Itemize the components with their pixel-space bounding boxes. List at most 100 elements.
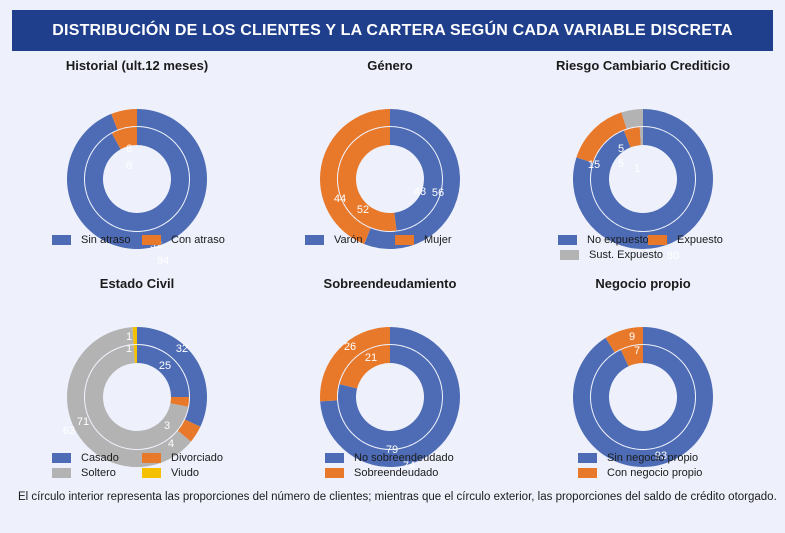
footnote: El círculo interior representa las propo…: [18, 491, 777, 503]
outer-data-label: 91: [657, 467, 669, 479]
outer-data-label: 6: [126, 143, 132, 155]
outer-data-label: 4: [168, 438, 174, 450]
chart-panel: Negocio propio 93 7 91 9 Sin negocio propio Co…: [518, 276, 768, 496]
donut-chart: 25 3 71 1 32 4 63 1: [63, 327, 207, 467]
inner-ring-slice: [170, 397, 189, 407]
chart-title: Riesgo Cambiario Crediticio: [555, 58, 731, 73]
legend-swatch: [578, 468, 597, 478]
legend-label: Sobreendeudado: [354, 467, 439, 479]
legend-swatch: [52, 235, 71, 245]
legend-label: Con atraso: [171, 234, 225, 246]
legend-item: Soltero: [52, 467, 116, 479]
outer-data-label: 80: [667, 250, 679, 262]
inner-ring-slice: [111, 127, 137, 150]
inner-data-label: 71: [77, 416, 89, 428]
donut-chart: 945180155: [573, 109, 713, 262]
legend-item: No sobreendeudado: [325, 452, 454, 464]
chart-title: Género: [367, 58, 413, 73]
chart-main-title: DISTRIBUCIÓN DE LOS CLIENTES Y LA CARTER…: [12, 10, 773, 51]
legend-label: Expuesto: [677, 234, 723, 246]
inner-ring-slice: [639, 127, 643, 146]
chart-title: Negocio propio: [595, 276, 691, 291]
legend-item: Sobreendeudado: [325, 467, 438, 479]
legend-item: No expuesto: [558, 234, 649, 246]
ring-separator: [590, 344, 696, 450]
legend-swatch: [52, 468, 71, 478]
outer-ring-slice: [364, 109, 460, 249]
outer-ring-slice: [605, 327, 643, 353]
legend-label: No expuesto: [587, 234, 649, 246]
donut-chart: 48 52 56 44: [320, 109, 460, 249]
outer-ring-slice: [320, 327, 390, 402]
outer-data-label: 74: [403, 460, 415, 472]
ring-separator: [84, 344, 190, 450]
inner-ring-slice: [84, 345, 189, 449]
legend-label: Sin negocio propio: [607, 452, 699, 464]
legend-swatch: [142, 468, 161, 478]
legend-swatch: [560, 250, 579, 260]
outer-ring-slice: [137, 327, 207, 427]
legend-item: Expuesto: [648, 234, 723, 246]
inner-ring-slice: [623, 127, 641, 148]
legend-label: Sust. Expuesto: [589, 249, 663, 261]
outer-data-label: 94: [157, 255, 169, 267]
inner-ring-slice: [137, 345, 189, 397]
legend-swatch: [325, 468, 344, 478]
inner-ring-slice: [591, 345, 695, 449]
inner-data-label: 8: [126, 160, 132, 172]
ring-separator: [337, 126, 443, 232]
outer-ring-slice: [576, 112, 627, 163]
outer-data-label: 15: [588, 159, 600, 171]
outer-ring-slice: [66, 327, 191, 467]
inner-ring-slice: [620, 345, 643, 367]
inner-data-label: 52: [357, 204, 369, 216]
inner-ring-slice: [338, 345, 442, 449]
inner-data-label: 7: [634, 345, 640, 357]
outer-data-label: 1: [126, 331, 132, 343]
outer-data-label: 56: [432, 187, 444, 199]
inner-ring-slice: [338, 127, 397, 231]
chart-title: Estado Civil: [99, 276, 175, 291]
outer-ring-slice: [320, 109, 390, 245]
legend-label: Con negocio propio: [607, 467, 703, 479]
legend-label: Varón: [334, 234, 363, 246]
donut-chart: 93 7 91 9: [573, 327, 713, 479]
outer-ring-slice: [177, 419, 201, 442]
legend-label: No sobreendeudado: [354, 452, 454, 464]
chart-panel: Riesgo Cambiario Crediticio945180155No e…: [518, 58, 768, 278]
inner-ring-slice: [390, 127, 443, 231]
legend-swatch: [142, 453, 161, 463]
legend-label: Divorciado: [171, 452, 223, 464]
chart-panel: Género 48 52 56 44 Varón Mujer: [265, 58, 515, 278]
outer-data-label: 5: [618, 143, 624, 155]
donut-chart: 79 21 74 26: [320, 327, 460, 472]
inner-data-label: 5: [618, 158, 624, 170]
inner-ring-slice: [339, 345, 390, 389]
legend-swatch: [325, 453, 344, 463]
chart-panel: Historial (ult.12 meses)928946Sin atraso…: [12, 58, 262, 278]
chart-title: Historial (ult.12 meses): [65, 58, 209, 73]
outer-ring-slice: [621, 109, 643, 129]
legend-label: Mujer: [424, 234, 452, 246]
legend-swatch: [52, 453, 71, 463]
ring-separator: [84, 126, 190, 232]
inner-data-label: 25: [159, 360, 171, 372]
legend-item: Divorciado: [142, 452, 223, 464]
inner-data-label: 93: [655, 450, 667, 462]
legend-swatch: [305, 235, 324, 245]
legend-label: Casado: [81, 452, 119, 464]
legend-item: Con negocio propio: [578, 467, 702, 479]
outer-data-label: 26: [344, 341, 356, 353]
legend-swatch: [578, 453, 597, 463]
chart-title: Sobreendeudamiento: [323, 276, 457, 291]
legend-item: Mujer: [395, 234, 452, 246]
legend-item: Varón: [305, 234, 363, 246]
inner-data-label: 1: [634, 163, 640, 175]
legend-swatch: [558, 235, 577, 245]
ring-separator: [590, 126, 696, 232]
inner-data-label: 21: [365, 352, 377, 364]
legend-item: Sust. Expuesto: [560, 249, 663, 261]
legend-item: Con atraso: [142, 234, 225, 246]
donut-chart: 928946: [67, 109, 207, 267]
outer-data-label: 9: [629, 331, 635, 343]
